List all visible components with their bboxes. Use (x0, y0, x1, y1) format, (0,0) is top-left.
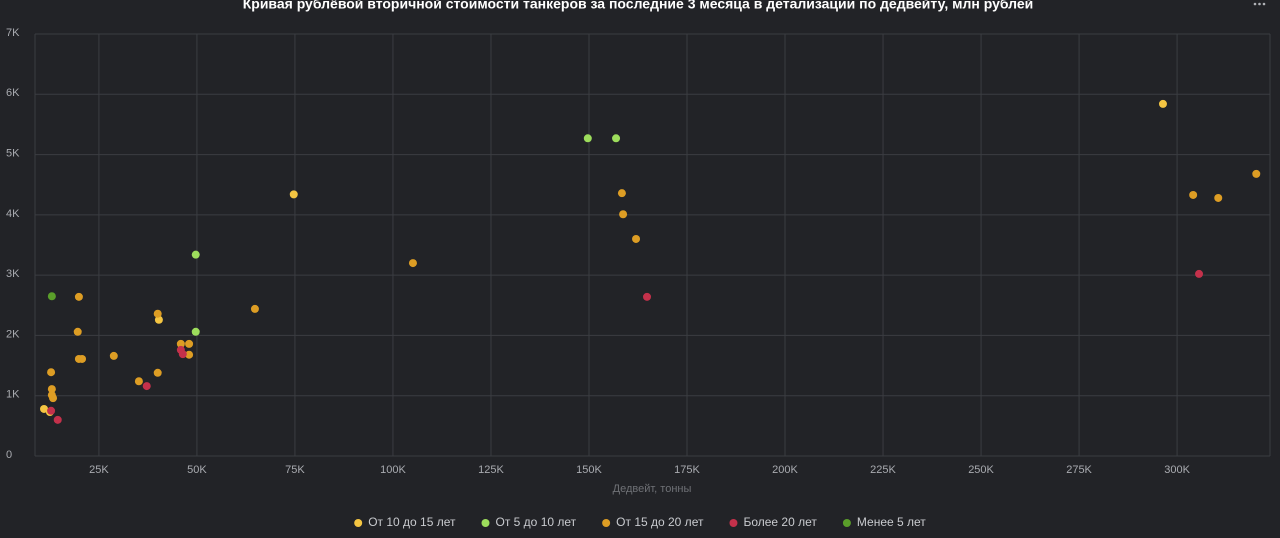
point (47, 406, 56, 415)
point (47, 385, 56, 394)
x-axis-label: Дедвейт, тонны (613, 483, 692, 495)
point (40, 404, 49, 413)
x-tick-label: 300K (1164, 464, 1190, 476)
point (1214, 193, 1223, 202)
point (134, 377, 143, 386)
x-tick-label: 150K (576, 464, 602, 476)
point (154, 315, 163, 324)
point (153, 368, 162, 377)
legend-marker (602, 519, 611, 527)
y-tick-label: 2K (6, 328, 20, 340)
point (1189, 190, 1198, 199)
point (185, 339, 194, 348)
point (191, 327, 200, 336)
y-tick-label: 4K (6, 208, 20, 220)
y-tick-label: 1K (6, 389, 20, 401)
point (1158, 99, 1167, 108)
point (632, 234, 641, 243)
y-tick-label: 6K (6, 87, 20, 99)
point (583, 134, 592, 143)
legend-item[interactable]: От 5 до 10 лет (481, 515, 577, 529)
x-tick-label: 125K (478, 464, 504, 476)
point (53, 415, 62, 424)
point (185, 350, 194, 359)
x-tick-label: 200K (772, 464, 798, 476)
point (47, 368, 56, 377)
y-tick-label: 5K (6, 147, 20, 159)
point (153, 309, 162, 318)
point (109, 351, 118, 360)
point (619, 210, 628, 219)
menu-dot (1258, 2, 1261, 6)
point (1252, 169, 1261, 178)
legend-item[interactable]: Менее 5 лет (842, 515, 926, 529)
x-tick-label: 50K (187, 464, 207, 476)
point (178, 350, 187, 359)
point (176, 339, 185, 348)
point (142, 382, 151, 391)
x-tick-label: 250K (968, 464, 994, 476)
menu-dot (1253, 2, 1257, 6)
point (643, 292, 652, 301)
legend-label: Менее 5 лет (857, 515, 926, 529)
x-tick-label: 225K (870, 464, 896, 476)
legend-item[interactable]: От 10 до 15 лет (354, 515, 456, 529)
point (1195, 269, 1204, 278)
x-tick-label: 75K (285, 464, 305, 476)
menu-button[interactable] (1253, 2, 1266, 6)
menu-dot (1262, 2, 1266, 6)
legend: От 10 до 15 лет От 5 до 10 лет От 15 до 20… (354, 515, 926, 529)
legend-marker (842, 519, 851, 527)
point (78, 354, 87, 363)
point (49, 394, 58, 403)
legend-marker (729, 519, 738, 527)
point (617, 189, 626, 198)
legend-item[interactable]: Более 20 лет (729, 515, 817, 529)
x-tick-label: 175K (674, 464, 700, 476)
legend-marker (481, 519, 490, 527)
x-tick-label: 275K (1066, 464, 1092, 476)
point (250, 304, 259, 313)
y-tick-label: 3K (6, 268, 20, 280)
legend-label: От 5 до 10 лет (496, 515, 577, 529)
y-tick-label: 0 (6, 449, 12, 461)
legend-label: От 15 до 20 лет (616, 515, 704, 529)
chart-title: Кривая рублёвой вторичной стоимости танк… (243, 0, 1034, 12)
x-tick-label: 100K (380, 464, 406, 476)
x-tick-label: 25K (89, 464, 109, 476)
y-tick-label: 7K (6, 27, 20, 39)
legend-marker (354, 519, 363, 527)
point (73, 327, 82, 336)
point (612, 134, 621, 143)
legend-label: Более 20 лет (743, 515, 817, 529)
point (289, 190, 298, 199)
legend-label: От 10 до 15 лет (368, 515, 456, 529)
legend-item[interactable]: От 15 до 20 лет (602, 515, 704, 529)
point (408, 259, 417, 268)
point (74, 292, 83, 301)
point (47, 292, 56, 301)
point (191, 250, 200, 259)
